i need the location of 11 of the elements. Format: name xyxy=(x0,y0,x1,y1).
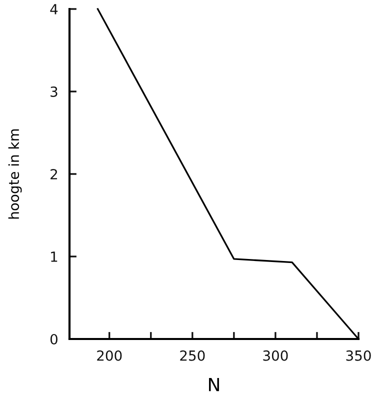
x-tick-label: 250 xyxy=(180,350,205,361)
y-axis-title: hoogte in km xyxy=(8,129,22,219)
x-tick-label: 350 xyxy=(346,350,371,361)
y-tick-label: 0 xyxy=(50,334,58,344)
x-tick-label: 200 xyxy=(97,350,122,361)
x-tick-label: 300 xyxy=(263,350,288,361)
x-axis-title: N xyxy=(209,378,219,392)
y-tick-label: 2 xyxy=(50,168,57,180)
y-tick-label: 4 xyxy=(50,4,58,14)
y-tick-label: 3 xyxy=(50,86,58,97)
y-tick-label: 1 xyxy=(51,252,58,262)
